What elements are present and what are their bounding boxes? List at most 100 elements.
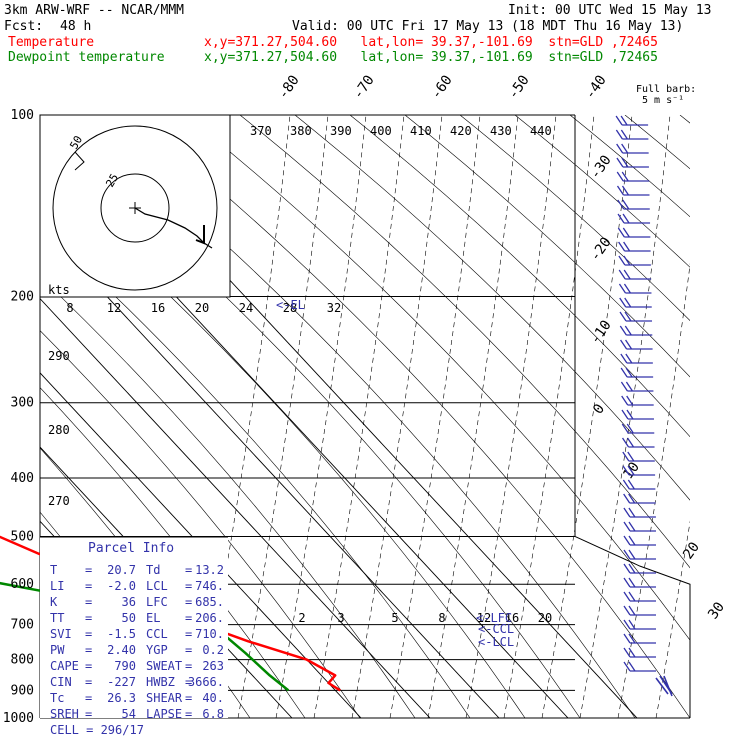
parcel-value: 790 [114,659,136,673]
isotherm-label: -20 [587,234,615,264]
model-title: 3km ARW-WRF -- NCAR/MMM [4,3,185,18]
parcel-value2: 710. [195,627,224,641]
wind-barb-low [655,675,673,697]
dewpoint-line [0,581,290,692]
wind-barb [619,297,652,308]
wind-barb [617,199,650,210]
dry-adiabat [40,225,471,718]
theta-label: 380 [290,124,312,138]
moist-adiabat [237,115,329,718]
parcel-eq: = [85,563,92,577]
moist-adiabat [541,115,633,718]
barb-legend-line1: Full barb: [636,84,696,95]
parcel-eq2: = [185,595,192,609]
dry-adiabat [514,115,690,268]
isotherm-label: -10 [587,317,615,347]
mixing-ratio-label: 24 [239,301,253,315]
wind-barb [623,549,656,560]
wind-barb [622,465,656,476]
parcel-key: CAPE [50,659,79,673]
isotherm-label: -50 [505,72,533,102]
pressure-label: 1000 [3,711,34,726]
mixing-ratio-low-label: 8 [438,611,445,625]
parcel-value2: 263 [202,659,224,673]
parcel-value2: 746. [195,579,224,593]
parcel-key2: SHEAR [146,691,183,705]
parcel-eq2: = [185,611,192,625]
parcel-eq2: = [185,691,192,705]
parcel-eq2: = [185,659,192,673]
parcel-value: 50 [122,611,136,625]
parcel-eq2: = [185,707,192,721]
hodograph-axis-mark [74,151,85,171]
moist-adiabat [694,115,740,718]
isotherm-label: -30 [587,152,615,182]
hodograph-ring-label: 25 [103,172,121,190]
dry-adiabat [404,115,690,378]
theta-label: 410 [410,124,432,138]
isotherm-label: -70 [350,72,378,102]
theta-left-label: 290 [48,349,70,363]
moist-adiabat [427,115,519,718]
mixing-ratio-low-label: 12 [477,611,491,625]
parcel-key: CIN [50,675,72,689]
parcel-key: SVI [50,627,72,641]
hodograph-ring-label: 50 [67,134,85,152]
moist-adiabat [351,115,443,718]
parcel-value: -227 [107,675,136,689]
parcel-key2: LAPSE [146,707,182,721]
moist-adiabat [465,115,557,718]
parcel-value: 36 [122,595,136,609]
parcel-key2: LFC [146,595,168,609]
parcel-eq2: = [185,579,192,593]
parcel-eq: = [85,675,92,689]
forecast-label: Fcst: [4,19,44,34]
dry-adiabat [40,276,416,718]
parcel-key2: YGP [146,643,168,657]
parcel-eq: = [85,579,92,593]
wind-barb [616,157,649,168]
parcel-value: 54 [122,707,136,721]
parcel-value: 20.7 [107,563,136,577]
init-time: Init: 00 UTC Wed 15 May 13 [508,3,712,18]
wind-barb [617,227,651,238]
wind-barb [616,143,649,154]
parcel-eq2: = [185,563,192,577]
dry-adiabat [569,115,690,218]
theta-left-label: 280 [48,423,70,437]
theta-label: 430 [490,124,512,138]
parcel-value: 2.40 [107,643,136,657]
wind-barb [623,647,656,658]
pressure-label: 300 [11,396,34,411]
wind-barb [618,241,651,252]
hodograph-ring-outer [52,125,218,291]
parcel-cell: CELL = 296/17 [50,723,144,737]
wind-barb [620,353,653,364]
temperature-legend: Temperature [8,35,95,50]
isotherm-label: -40 [582,72,610,102]
parcel-key: Tc [50,691,64,705]
dry-adiabat [184,115,690,641]
theta-label: 440 [530,124,552,138]
wind-barb [615,115,649,126]
mixing-ratio-label: 12 [107,301,121,315]
moist-adiabat [579,115,671,718]
pressure-label: 100 [11,108,34,123]
dry-adiabat [40,387,306,718]
moist-adiabat [503,115,595,718]
wind-barb [623,563,656,574]
theta-label: 420 [450,124,472,138]
dry-adiabat [624,115,690,170]
dry-adiabat [735,115,740,718]
sounding-curves [0,535,341,692]
mixing-ratio-label: 20 [195,301,209,315]
parcel-value2: 3666. [188,675,224,689]
temperature-line [0,535,341,692]
parcel-eq2: = [185,627,192,641]
wind-barb [620,339,653,350]
pressure-label: 900 [11,683,34,698]
isotherm [40,372,362,718]
chart-right-edge [574,115,691,718]
isotherm-label: 20 [680,539,703,562]
wind-barb [621,395,654,406]
